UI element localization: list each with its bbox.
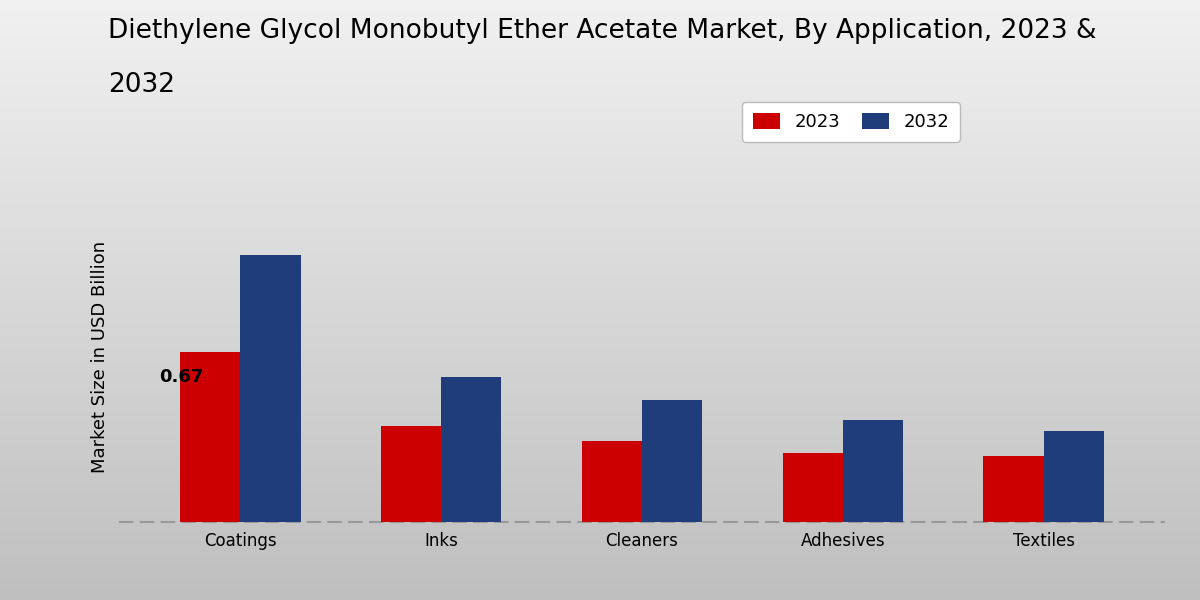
Bar [842,421,904,522]
Text: 2032: 2032 [108,72,175,98]
Y-axis label: Market Size in USD Billion: Market Size in USD Billion [91,241,109,473]
Bar [240,256,301,522]
Text: Diethylene Glycol Monobutyl Ether Acetate Market, By Application, 2023 &: Diethylene Glycol Monobutyl Ether Acetat… [108,18,1097,44]
Bar [642,400,702,522]
Bar [983,456,1044,522]
Bar [1044,431,1104,522]
Bar [442,377,502,522]
Bar [180,352,240,522]
Text: 0.67: 0.67 [160,368,204,386]
Bar [382,425,442,522]
Bar [782,454,842,522]
Bar [582,441,642,522]
Legend: 2023, 2032: 2023, 2032 [742,102,960,142]
